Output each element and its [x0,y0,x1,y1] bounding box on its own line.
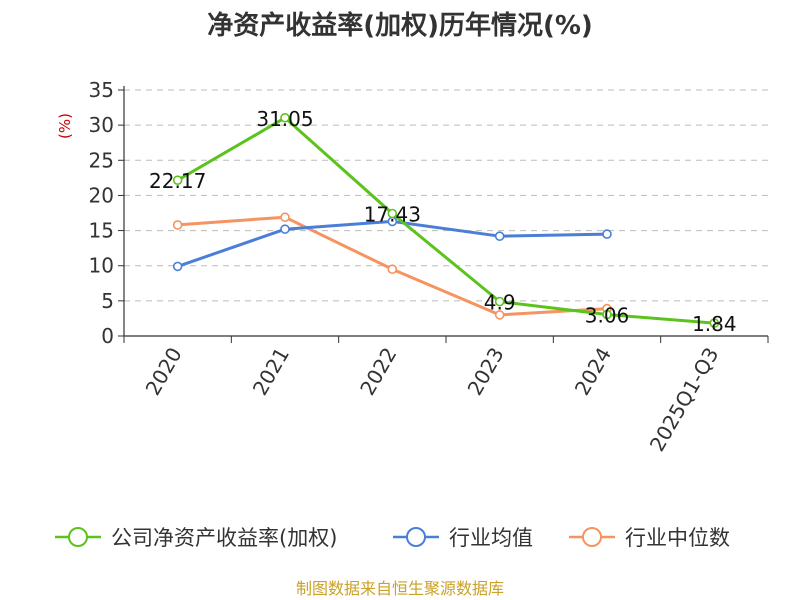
data-point [602,229,612,239]
chart-title: 净资产收益率(加权)历年情况(%) [207,10,593,41]
legend-label: 行业均值 [449,526,533,550]
series-2 [172,212,612,320]
series-line [177,219,608,268]
series-0 [172,112,720,328]
data-point [172,220,183,230]
data-point [494,231,505,241]
data-label: 17.43 [364,202,421,226]
legend-item: 行业中位数 [569,526,730,550]
axes [118,86,769,343]
legend-marker [406,527,426,547]
y-tick-label: 5 [101,289,114,313]
x-tick-label: 2022 [355,343,401,399]
y-tick-label: 20 [89,183,114,207]
x-tick-label: 2020 [141,343,187,399]
data-label: 1.84 [692,312,737,336]
data-point [494,310,505,320]
legend-item: 公司净资产收益率(加权) [55,526,337,550]
legend-label: 公司净资产收益率(加权) [111,526,337,550]
data-point [172,261,183,272]
data-point [280,212,290,223]
y-tick-label: 30 [89,113,114,137]
data-point [602,309,612,320]
legend-item: 行业均值 [393,526,533,550]
data-label: 22.17 [149,169,206,193]
y-tick-label: 10 [89,254,114,278]
y-tick-labels: 0 5 10 15 20 25 30 35 [89,78,114,348]
y-tick-label: 0 [101,324,114,348]
data-label: 4.9 [484,291,516,315]
data-point [709,318,720,328]
x-tick-label: 2023 [463,343,509,399]
legend-marker [68,527,88,547]
legend-label: 行业中位数 [625,526,730,550]
source-note: 制图数据来自恒生聚源数据库 [296,579,504,598]
data-point [280,112,290,123]
data-point [387,264,398,275]
series-line [176,116,715,325]
data-labels: 22.17 31.05 17.43 4.9 3.06 1.84 [149,107,737,336]
y-axis-label: (%) [56,113,74,139]
grid-lines [124,89,768,302]
data-point [172,175,183,185]
data-point [494,296,505,307]
x-tick-labels: 2020 2021 2022 2023 2024 2025Q1-Q3 [141,343,724,455]
data-label: 3.06 [585,303,630,327]
x-tick-label: 2021 [248,343,294,399]
x-tick-label: 2024 [570,343,616,399]
y-tick-label: 15 [89,219,114,243]
data-label: 31.05 [256,107,313,131]
y-tick-label: 35 [89,78,114,102]
legend: 公司净资产收益率(加权) 行业均值 行业中位数 [55,526,730,550]
series-lines [172,112,720,328]
data-point [387,208,398,219]
legend-marker [582,527,602,547]
data-point [280,224,290,234]
y-tick-label: 25 [89,148,114,172]
x-tick-label: 2025Q1-Q3 [645,343,724,455]
